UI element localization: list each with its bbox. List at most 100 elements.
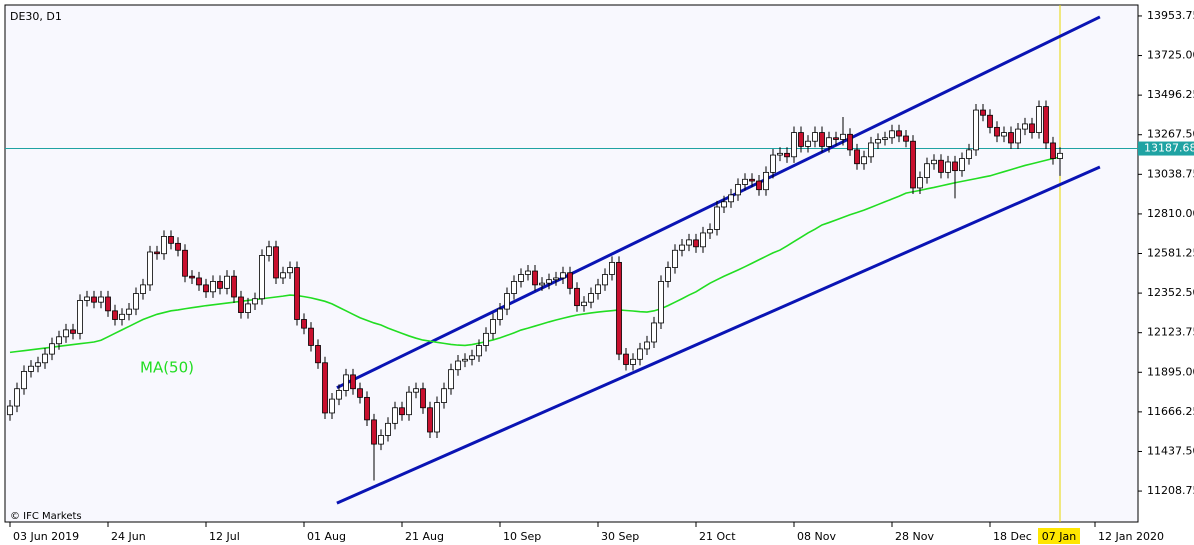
candle-body xyxy=(924,163,930,178)
candle-body xyxy=(882,137,888,140)
candle-body xyxy=(329,398,335,414)
candle-body xyxy=(749,178,755,182)
candle-body xyxy=(707,229,713,234)
candle-body xyxy=(770,154,776,173)
candle-body xyxy=(1036,106,1042,133)
candle-body xyxy=(1050,142,1056,159)
candle-body xyxy=(791,132,797,158)
candle-body xyxy=(231,275,237,298)
candle-body xyxy=(511,281,517,294)
candle-body xyxy=(84,296,90,301)
candle-body xyxy=(315,345,321,364)
candle-body xyxy=(378,435,384,445)
candle-body xyxy=(819,132,825,147)
candle-body xyxy=(420,388,426,409)
candle-body xyxy=(273,246,279,279)
candle-body xyxy=(126,308,132,315)
candle-body xyxy=(987,114,993,128)
y-tick-label: 11208.75 xyxy=(1147,484,1194,497)
candle-body xyxy=(14,388,20,407)
x-tick-label: 21 Oct xyxy=(699,530,736,543)
candle-body xyxy=(21,371,27,390)
x-tick-label: 30 Sep xyxy=(601,530,639,543)
last-price-label: 13187.68 xyxy=(1144,142,1194,155)
candle-body xyxy=(406,391,412,416)
candle-body xyxy=(154,251,160,255)
candle-body xyxy=(1057,152,1063,159)
candle-body xyxy=(469,355,475,360)
candle-body xyxy=(630,358,636,365)
y-tick-label: 13267.50 xyxy=(1147,128,1194,141)
candle-body xyxy=(140,284,146,294)
candle-body xyxy=(595,284,601,294)
candle-body xyxy=(175,242,181,251)
candle-body xyxy=(966,149,972,159)
candle-body xyxy=(861,156,867,165)
candle-body xyxy=(805,140,811,147)
watermark: © IFC Markets xyxy=(10,511,82,522)
candle-body xyxy=(350,374,356,390)
candle-body xyxy=(56,336,62,345)
candle-body xyxy=(686,239,692,246)
channel-line xyxy=(336,165,1101,505)
y-tick-label: 13038.75 xyxy=(1147,167,1194,180)
candle-body xyxy=(938,159,944,173)
candle-body xyxy=(644,341,650,350)
candle-body xyxy=(168,236,174,244)
candle-body xyxy=(182,249,188,277)
candle-body xyxy=(798,132,804,147)
candle-body xyxy=(875,139,881,144)
candle-body xyxy=(994,126,1000,137)
chart-title: DE30, D1 xyxy=(10,10,62,23)
candle-body xyxy=(112,310,118,320)
candle-body xyxy=(833,137,839,140)
candle-body xyxy=(1029,123,1035,133)
candle-body xyxy=(210,281,216,293)
candle-body xyxy=(203,284,209,293)
candle-body xyxy=(679,244,685,251)
x-tick-label: 08 Nov xyxy=(797,530,836,543)
candle-body xyxy=(336,390,342,400)
y-tick-label: 12810.00 xyxy=(1147,207,1194,220)
candle-body xyxy=(364,396,370,421)
candle-body xyxy=(868,142,874,158)
candle-body xyxy=(714,206,720,230)
ma-line xyxy=(9,156,1061,354)
candle-body xyxy=(301,319,307,329)
candle-body xyxy=(287,267,293,274)
x-tick-label: 10 Sep xyxy=(503,530,541,543)
x-tick-label: 07 Jan xyxy=(1042,530,1076,543)
candle-body xyxy=(917,177,923,189)
candle-body xyxy=(742,178,748,185)
candle-body xyxy=(889,130,895,139)
candle-body xyxy=(245,303,251,313)
x-tick-label: 12 Jul xyxy=(209,530,240,543)
candle-body xyxy=(560,272,566,279)
ma-label: MA(50) xyxy=(140,359,194,377)
candle-body xyxy=(945,161,951,173)
candle-body xyxy=(826,137,832,147)
x-tick-label: 21 Aug xyxy=(405,530,444,543)
candle-body xyxy=(91,296,97,303)
candle-body xyxy=(63,329,69,338)
candle-body xyxy=(392,407,398,424)
candle-body xyxy=(308,327,314,346)
y-tick-label: 11666.25 xyxy=(1147,405,1194,418)
candle-body xyxy=(98,296,104,303)
candle-body xyxy=(588,293,594,303)
candle-body xyxy=(441,388,447,403)
candle-body xyxy=(1008,132,1014,144)
candle-body xyxy=(910,140,916,189)
candle-body xyxy=(973,109,979,151)
candle-body xyxy=(567,272,573,289)
candle-body xyxy=(371,419,377,445)
y-tick-label: 12123.75 xyxy=(1147,326,1194,339)
y-tick-label: 13725.00 xyxy=(1147,49,1194,62)
candle-body xyxy=(651,322,657,343)
candle-body xyxy=(763,171,769,191)
candle-body xyxy=(658,281,664,324)
candle-body xyxy=(70,329,76,334)
candle-body xyxy=(756,180,762,191)
